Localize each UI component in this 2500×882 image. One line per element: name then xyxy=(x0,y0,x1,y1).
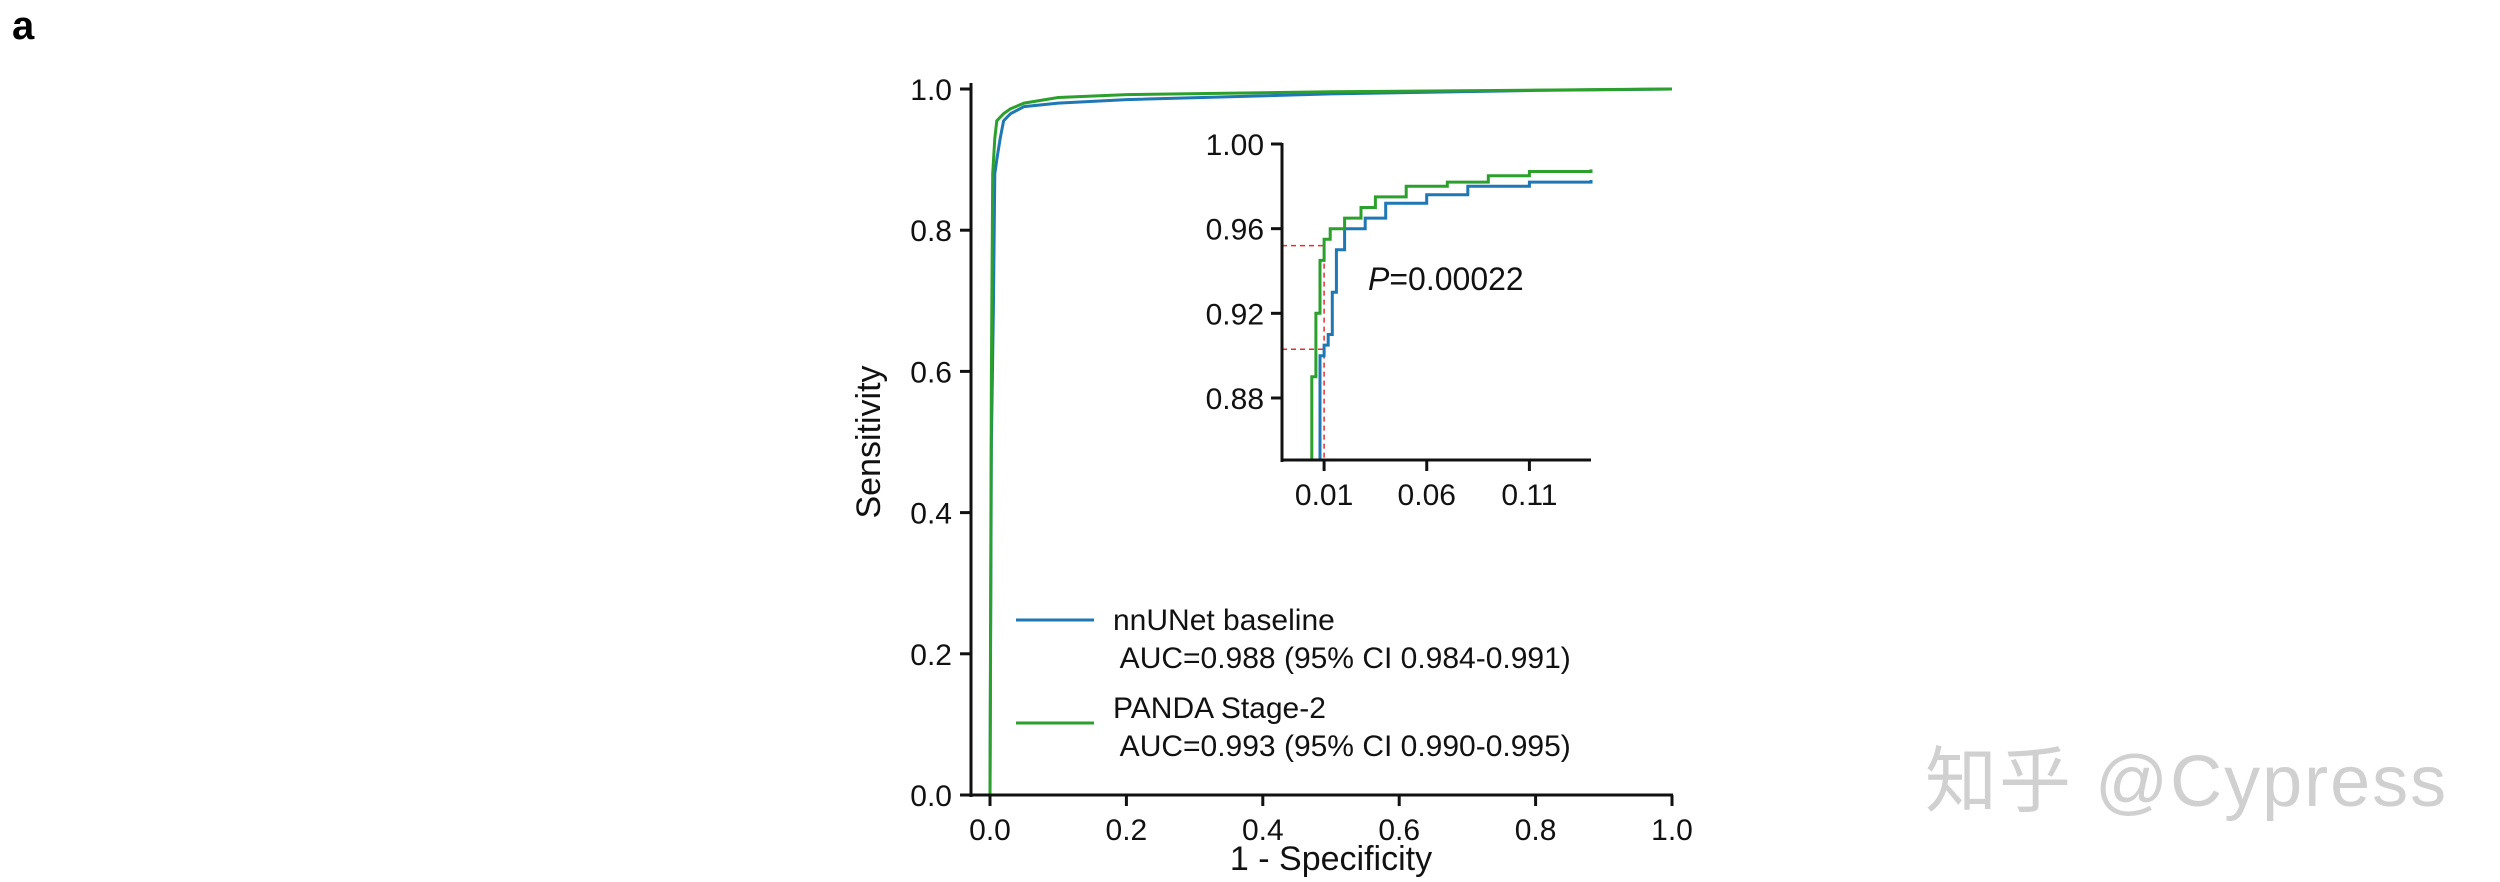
y-tick-label: 1.0 xyxy=(910,74,952,107)
legend-sublabel-1: AUC=0.993 (95% CI 0.990-0.995) xyxy=(1113,730,1571,763)
x-tick-label: 0.8 xyxy=(1515,814,1557,847)
x-tick-label: 1.0 xyxy=(1651,814,1693,847)
roc-curve-1 xyxy=(988,87,1673,796)
inset-roc-curve-0 xyxy=(1317,180,1593,462)
inset-x-tick-label: 0.01 xyxy=(1295,479,1353,512)
legend-sublabel-0: AUC=0.988 (95% CI 0.984-0.991) xyxy=(1113,642,1571,675)
p-value: =0.00022 xyxy=(1389,261,1523,297)
x-tick-label: 0.6 xyxy=(1378,814,1420,847)
inset-annotation: P=0.00022 xyxy=(1368,261,1524,297)
inset-x-tick-label: 0.06 xyxy=(1398,479,1456,512)
inset-y-tick-label: 1.00 xyxy=(1206,129,1264,162)
y-tick-label: 0.0 xyxy=(910,780,952,813)
legend-label-0: nnUNet baseline xyxy=(1113,604,1335,637)
x-axis-label: 1 - Specificity xyxy=(1230,840,1432,878)
inset-y-tick-label: 0.92 xyxy=(1206,298,1264,331)
legend-label-1: PANDA Stage-2 xyxy=(1113,692,1326,725)
inset-y-tick-label: 0.96 xyxy=(1206,214,1264,247)
roc-curve-0 xyxy=(988,87,1673,796)
y-tick-label: 0.6 xyxy=(910,356,952,389)
y-tick-label: 0.8 xyxy=(910,215,952,248)
p-symbol: P xyxy=(1368,261,1390,297)
x-tick-label: 0.2 xyxy=(1106,814,1148,847)
y-tick-label: 0.4 xyxy=(910,498,952,531)
inset-x-tick-label: 0.11 xyxy=(1501,479,1557,512)
x-tick-label: 0.0 xyxy=(969,814,1011,847)
x-tick-label: 0.4 xyxy=(1242,814,1284,847)
y-tick-label: 0.2 xyxy=(910,639,952,672)
inset-roc-curve-1 xyxy=(1309,169,1593,462)
inset-y-tick-label: 0.88 xyxy=(1206,383,1264,416)
watermark: 知乎 @Cypress xyxy=(1925,742,2449,822)
panel-label: a xyxy=(12,4,35,48)
y-axis-label: Sensitivity xyxy=(850,365,888,518)
